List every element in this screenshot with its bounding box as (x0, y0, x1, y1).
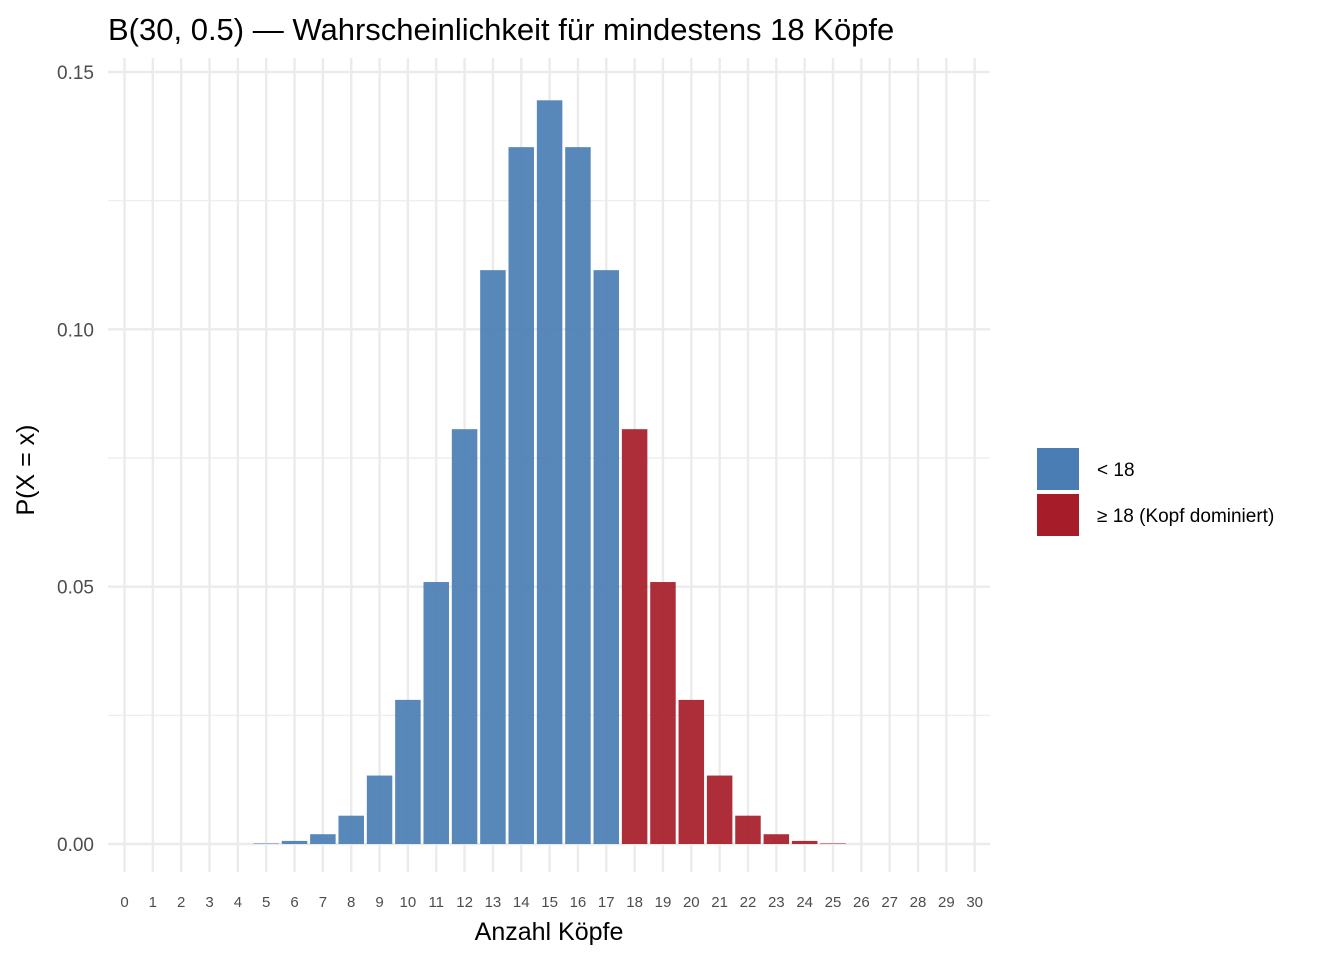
bar-8 (338, 815, 364, 844)
bar-19 (650, 582, 676, 844)
x-tick-label: 12 (456, 894, 473, 911)
bar-21 (706, 775, 733, 844)
x-tick-label: 1 (149, 894, 157, 911)
x-tick-label: 13 (485, 894, 502, 911)
y-axis-ticks: 0.00 0.05 0.10 0.15 (57, 63, 94, 856)
x-tick-label: 2 (177, 894, 185, 911)
y-axis-title: P(X = x) (12, 425, 40, 516)
bar-23 (763, 834, 790, 844)
x-axis-ticks: 0 1 2 3 4 5 6 7 8 9 10 11 12 13 14 15 16 17 18 19 20 21 22 23 24… (120, 894, 983, 911)
bar-6 (281, 840, 308, 844)
x-tick-label: 17 (598, 894, 615, 911)
x-tick-label: 25 (825, 894, 842, 911)
x-tick-label: 16 (570, 894, 587, 911)
bar-7 (310, 834, 336, 844)
y-tick-label: 0.05 (57, 578, 94, 599)
legend-key-below-18 (1037, 448, 1079, 490)
x-tick-label: 28 (910, 894, 927, 911)
bar-12 (451, 429, 478, 844)
x-tick-label: 30 (966, 894, 983, 911)
bar-20 (678, 699, 705, 844)
x-tick-label: 14 (513, 894, 530, 911)
x-tick-label: 20 (683, 894, 700, 911)
bar-17 (593, 270, 620, 844)
x-tick-label: 23 (768, 894, 785, 911)
bar-25 (820, 843, 846, 844)
x-tick-label: 8 (347, 894, 355, 911)
x-tick-label: 22 (740, 894, 757, 911)
bar-9 (366, 775, 393, 844)
legend-label-below-18: < 18 (1097, 460, 1135, 481)
legend-key-at-least-18 (1037, 494, 1079, 536)
bar-11 (423, 582, 449, 844)
chart-title: B(30, 0.5) — Wahrscheinlichkeit für mind… (108, 12, 894, 47)
x-tick-label: 10 (400, 894, 417, 911)
bar-15 (536, 100, 563, 845)
bar-24 (791, 840, 818, 844)
y-tick-label: 0.15 (57, 63, 94, 84)
bar-16 (565, 147, 591, 844)
x-tick-label: 24 (796, 894, 813, 911)
x-tick-label: 29 (938, 894, 955, 911)
bar-series (253, 100, 846, 845)
y-tick-label: 0.00 (57, 835, 94, 856)
x-tick-label: 9 (375, 894, 383, 911)
x-tick-label: 5 (262, 894, 270, 911)
bar-10 (395, 699, 421, 844)
bar-18 (621, 429, 648, 844)
x-tick-label: 4 (234, 894, 242, 911)
x-tick-label: 15 (541, 894, 558, 911)
x-tick-label: 6 (290, 894, 298, 911)
x-axis-title: Anzahl Köpfe (475, 918, 624, 946)
x-tick-label: 27 (881, 894, 898, 911)
bar-14 (508, 147, 535, 844)
x-tick-label: 7 (319, 894, 327, 911)
x-tick-label: 11 (428, 894, 444, 911)
x-tick-label: 21 (711, 894, 728, 911)
legend-label-at-least-18: ≥ 18 (Kopf dominiert) (1097, 506, 1274, 527)
bar-22 (735, 815, 761, 844)
bar-5 (253, 843, 279, 844)
x-tick-label: 3 (205, 894, 213, 911)
x-tick-label: 0 (120, 894, 128, 911)
y-tick-label: 0.10 (57, 320, 94, 341)
x-tick-label: 19 (655, 894, 672, 911)
bar-13 (480, 270, 506, 844)
legend: < 18 ≥ 18 (Kopf dominiert) (1037, 448, 1274, 536)
x-tick-label: 26 (853, 894, 870, 911)
x-tick-label: 18 (626, 894, 643, 911)
